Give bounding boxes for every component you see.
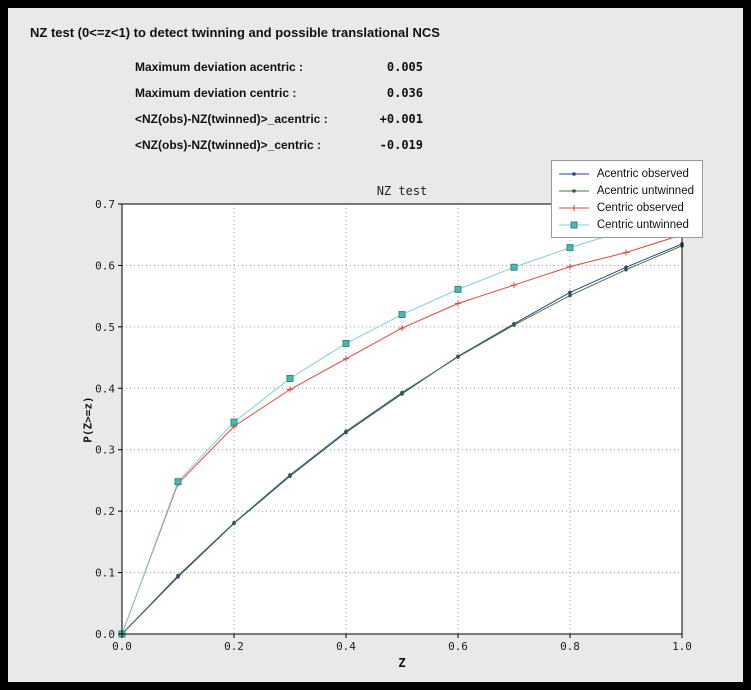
- data-point-marker: [344, 429, 348, 434]
- stat-value: 0.005: [386, 60, 423, 74]
- legend-label: Centric untwinned: [596, 218, 689, 231]
- legend-label: Acentric untwinned: [596, 184, 694, 197]
- nz-test-window: NZ test (0<=z<1) to detect twinning and …: [8, 8, 743, 682]
- stats-block: Maximum deviation acentric : 0.005 Maxim…: [135, 60, 423, 164]
- data-point-marker: [343, 355, 349, 362]
- stat-row: <NZ(obs)-NZ(twinned)>_acentric : +0.001: [135, 112, 423, 138]
- data-point-marker: [230, 418, 238, 426]
- axes-frame: [121, 203, 683, 635]
- data-point-marker: [288, 473, 292, 477]
- data-point-marker: [566, 244, 574, 252]
- legend-line-sample: [558, 171, 589, 176]
- y-tick-label: 0.4: [95, 382, 115, 395]
- stat-value: +0.001: [379, 112, 423, 126]
- data-point-marker: [624, 267, 628, 272]
- x-tick-label: 0.0: [112, 640, 132, 653]
- y-tick-label: 0.5: [95, 321, 115, 334]
- data-point-marker: [572, 188, 576, 193]
- y-tick-label: 0.2: [95, 505, 115, 518]
- plot-area: [122, 204, 682, 634]
- data-point-marker: [232, 521, 236, 525]
- data-point-marker: [454, 285, 462, 293]
- page-title: NZ test (0<=z<1) to detect twinning and …: [30, 25, 440, 40]
- data-point-marker: [456, 355, 460, 359]
- data-point-marker: [623, 249, 629, 256]
- x-tick-label: 1.0: [672, 640, 692, 653]
- data-point-marker: [568, 290, 572, 295]
- x-tick-label: 0.4: [336, 640, 356, 653]
- stat-label: <NZ(obs)-NZ(twinned)>_acentric :: [135, 112, 328, 126]
- y-tick-label: 0.3: [95, 444, 115, 457]
- x-axis-label: Z: [398, 656, 406, 670]
- y-axis-label: P(Z>=z): [81, 396, 95, 443]
- stat-label: Maximum deviation acentric :: [135, 60, 304, 74]
- legend-item: Acentric observed: [557, 165, 694, 182]
- data-point-marker: [572, 171, 576, 176]
- data-point-marker: [511, 282, 517, 289]
- legend-line-sample: [558, 204, 589, 211]
- y-tick-label: 0.0: [95, 628, 115, 641]
- data-point-marker: [570, 221, 578, 228]
- data-point-marker: [567, 263, 573, 270]
- legend-line-sample: [558, 221, 589, 228]
- data-point-marker: [512, 323, 516, 327]
- x-tick-label: 0.2: [224, 640, 244, 653]
- stat-row: Maximum deviation acentric : 0.005: [135, 60, 423, 86]
- stat-value: 0.036: [386, 86, 423, 100]
- plot-canvas: 0.0 0.2 0.4 0.6 0.8 1.0 0.0 0.1 0.2 0.3 0.4 0.5 0.6 0…: [95, 198, 692, 653]
- legend-item: Centric observed: [557, 199, 694, 216]
- stat-value: -0.019: [379, 138, 423, 152]
- x-tick-label: 0.6: [448, 640, 468, 653]
- legend-item: Acentric untwinned: [557, 182, 694, 199]
- data-point-marker: [174, 478, 182, 486]
- y-tick-label: 0.6: [95, 259, 115, 272]
- stat-label: Maximum deviation centric :: [135, 86, 297, 100]
- legend-label: Acentric observed: [596, 167, 689, 180]
- data-point-marker: [399, 325, 405, 332]
- data-point-marker: [400, 390, 404, 395]
- stat-label: <NZ(obs)-NZ(twinned)>_centric :: [135, 138, 322, 152]
- plot-legend: Acentric observed Acentric untwinned Cen…: [550, 160, 703, 238]
- data-point-marker: [176, 573, 180, 578]
- stat-row: Maximum deviation centric : 0.036: [135, 86, 423, 112]
- legend-line-sample: [558, 188, 589, 193]
- nz-test-plot: 0.0 0.2 0.4 0.6 0.8 1.0 0.0 0.1 0.2 0.3 0.4 0.5 0.6 0…: [8, 158, 743, 682]
- chart-title: NZ test: [376, 184, 428, 198]
- data-point-marker: [510, 263, 518, 271]
- legend-label: Centric observed: [596, 201, 684, 214]
- data-point-marker: [455, 300, 461, 307]
- y-tick-label: 0.1: [95, 567, 115, 580]
- y-tick-label: 0.7: [95, 198, 115, 211]
- data-point-marker: [287, 386, 293, 393]
- x-tick-label: 0.8: [560, 640, 580, 653]
- stat-row: <NZ(obs)-NZ(twinned)>_centric : -0.019: [135, 138, 423, 164]
- data-point-marker: [286, 374, 294, 382]
- data-point-marker: [398, 311, 406, 319]
- data-point-marker: [568, 293, 572, 298]
- data-point-marker: [342, 339, 350, 347]
- data-point-marker: [570, 204, 577, 211]
- legend-item: Centric untwinned: [557, 216, 694, 233]
